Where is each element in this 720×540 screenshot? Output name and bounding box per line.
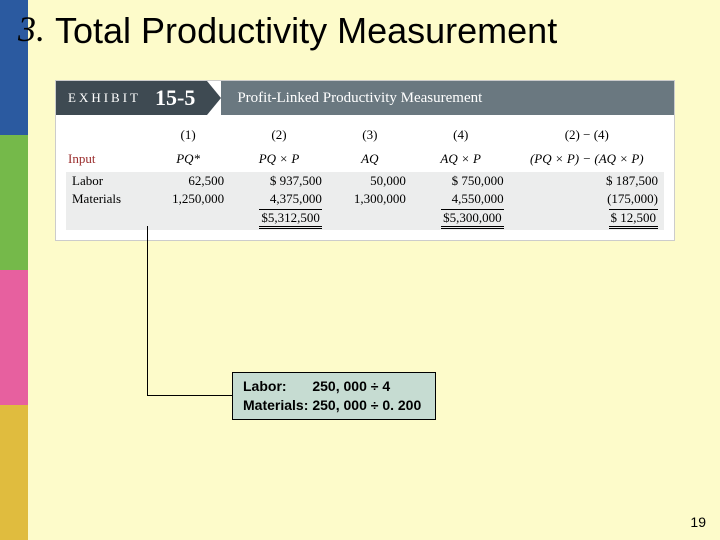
row-label: Labor (66, 172, 146, 190)
page-title: Total Productivity Measurement (55, 10, 557, 52)
callout-label: Labor: (243, 377, 312, 396)
page-number: 19 (690, 514, 706, 530)
col-lbl-5: (PQ × P) − (AQ × P) (510, 147, 664, 171)
exhibit-panel: EXHIBIT 15-5 Profit-Linked Productivity … (55, 80, 675, 241)
cell: (175,000) (510, 190, 664, 208)
col-lbl-3: AQ (328, 147, 412, 171)
exhibit-title: Profit-Linked Productivity Measurement (221, 81, 674, 115)
callout-box: Labor: 250, 000 ÷ 4 Materials: 250, 000 … (232, 372, 436, 420)
col-num-4: (4) (412, 123, 510, 147)
bullet-number: 3. (18, 8, 45, 50)
exhibit-header: EXHIBIT 15-5 Profit-Linked Productivity … (56, 81, 674, 115)
table-row: Labor 62,500 $ 937,500 50,000 $ 750,000 … (66, 172, 664, 190)
row-label: Materials (66, 190, 146, 208)
cell: 62,500 (146, 172, 230, 190)
cell: $ 750,000 (412, 172, 510, 190)
cell: 50,000 (328, 172, 412, 190)
cell: $ 937,500 (230, 172, 328, 190)
exhibit-pointer-icon (207, 81, 221, 115)
exhibit-number: 15-5 (155, 85, 195, 111)
col-lbl-2: PQ × P (230, 147, 328, 171)
total-cell: $ 12,500 (510, 208, 664, 230)
col-header-input: Input (66, 123, 146, 172)
callout-connector-line (147, 226, 237, 396)
table-row: Materials 1,250,000 4,375,000 1,300,000 … (66, 190, 664, 208)
callout-label: Materials: (243, 396, 312, 415)
callout-value: 250, 000 ÷ 4 (312, 377, 425, 396)
col-num-5: (2) − (4) (510, 123, 664, 147)
left-color-sidebar (0, 0, 28, 540)
productivity-table: Input (1) (2) (3) (4) (2) − (4) PQ* PQ ×… (66, 123, 664, 230)
cell: 1,300,000 (328, 190, 412, 208)
cell: $ 187,500 (510, 172, 664, 190)
cell: 4,550,000 (412, 190, 510, 208)
callout-value: 250, 000 ÷ 0. 200 (312, 396, 425, 415)
col-num-3: (3) (328, 123, 412, 147)
col-num-2: (2) (230, 123, 328, 147)
cell: 1,250,000 (146, 190, 230, 208)
exhibit-label: EXHIBIT (68, 90, 141, 106)
col-lbl-4: AQ × P (412, 147, 510, 171)
col-lbl-1: PQ* (146, 147, 230, 171)
total-cell: $5,300,000 (412, 208, 510, 230)
total-cell: $5,312,500 (230, 208, 328, 230)
col-num-1: (1) (146, 123, 230, 147)
cell: 4,375,000 (230, 190, 328, 208)
